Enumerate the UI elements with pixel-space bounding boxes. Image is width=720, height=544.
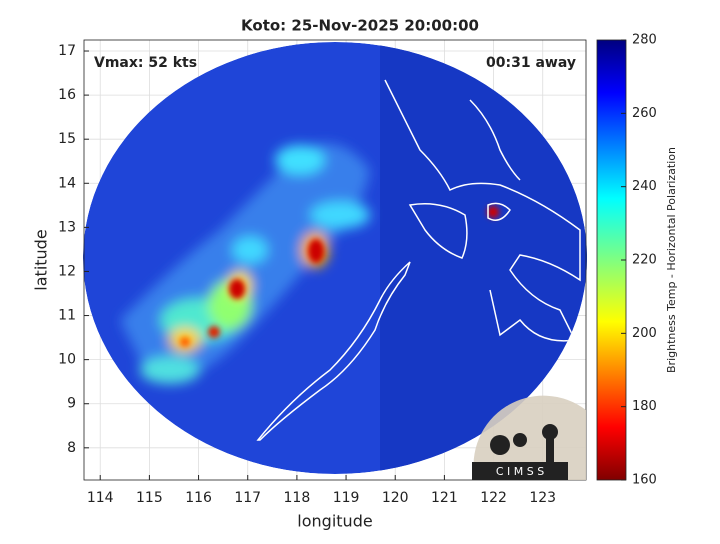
colorbar-label: Brightness Temp - Horizontal Polarizatio… bbox=[665, 147, 678, 373]
y-tick-label: 11 bbox=[58, 308, 76, 324]
x-tick-label: 114 bbox=[87, 490, 114, 506]
y-tick-label: 14 bbox=[58, 175, 76, 191]
colorbar-tick-label: 220 bbox=[632, 253, 657, 268]
cimss-logo: C I M S S bbox=[472, 395, 586, 480]
x-tick-label: 122 bbox=[480, 490, 507, 506]
chart-title: Koto: 25-Nov-2025 20:00:00 bbox=[241, 17, 479, 35]
x-tick-label: 116 bbox=[185, 490, 212, 506]
y-tick-label: 15 bbox=[58, 131, 76, 147]
colorbar-tick-label: 240 bbox=[632, 179, 657, 194]
y-tick-label: 10 bbox=[58, 352, 76, 368]
vmax-annotation: Vmax: 52 kts bbox=[94, 55, 197, 71]
colorbar-tick-label: 280 bbox=[632, 33, 657, 48]
x-tick-label: 119 bbox=[333, 490, 360, 506]
colorbar-tick-label: 180 bbox=[632, 399, 657, 414]
x-axis-label: longitude bbox=[297, 512, 372, 531]
x-tick-label: 115 bbox=[136, 490, 163, 506]
coastlines bbox=[256, 79, 581, 441]
convective-cores bbox=[180, 206, 499, 347]
axes-frame bbox=[83, 39, 587, 481]
y-tick-label: 9 bbox=[67, 396, 76, 412]
colorbar-tick-label: 200 bbox=[632, 326, 657, 341]
colorbar-tick-label: 260 bbox=[632, 106, 657, 121]
y-tick-label: 12 bbox=[58, 263, 76, 279]
x-tick-label: 120 bbox=[382, 490, 409, 506]
y-tick-label: 17 bbox=[58, 43, 76, 59]
colorbar-tick-label: 160 bbox=[632, 473, 657, 488]
x-tick-label: 118 bbox=[284, 490, 311, 506]
y-tick-label: 8 bbox=[67, 440, 76, 456]
x-tick-label: 117 bbox=[234, 490, 261, 506]
x-tick-label: 121 bbox=[431, 490, 458, 506]
y-tick-label: 13 bbox=[58, 219, 76, 235]
x-tick-label: 123 bbox=[529, 490, 556, 506]
time-annotation: 00:31 away bbox=[486, 55, 576, 71]
y-axis-label: latitude bbox=[32, 229, 51, 290]
scan-disk bbox=[83, 42, 587, 474]
logo-text: C I M S S bbox=[496, 465, 544, 478]
y-tick-label: 16 bbox=[58, 87, 76, 103]
